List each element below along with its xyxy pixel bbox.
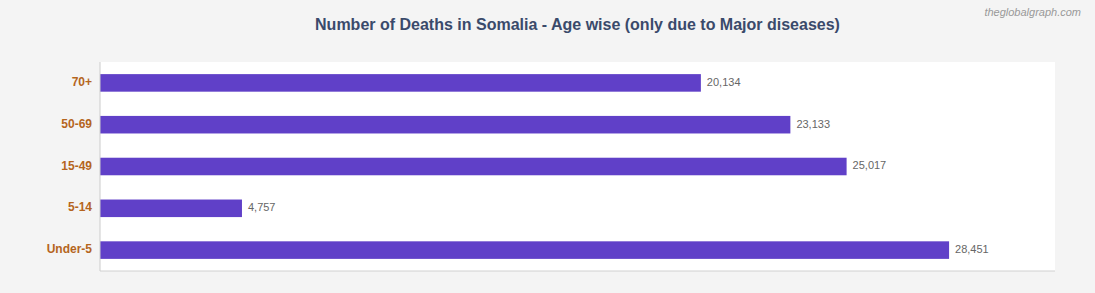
data-label: 25,017 [853, 159, 887, 171]
background [0, 0, 1095, 293]
title: Number of Deaths in Somalia - Age wise (… [315, 16, 840, 33]
bar [100, 116, 790, 134]
y-tick-label: 5-14 [68, 200, 92, 214]
y-tick-label: 50-69 [61, 117, 92, 131]
bars [100, 74, 949, 259]
y-tick-label: Under-5 [47, 242, 93, 256]
data-label: 20,134 [707, 76, 741, 88]
bar [100, 158, 847, 176]
y-axis-line [100, 62, 101, 271]
bar [100, 200, 242, 218]
x-range-line [100, 271, 1055, 272]
chart-container: Number of Deaths in Somalia - Age wise (… [0, 0, 1095, 293]
chart-svg: Number of Deaths in Somalia - Age wise (… [0, 0, 1095, 293]
data-label: 4,757 [248, 201, 276, 213]
y-tick-label: 70+ [72, 75, 92, 89]
bar [100, 74, 701, 92]
bar [100, 241, 949, 259]
data-label: 28,451 [955, 243, 989, 255]
watermark: theglobalgraph.com [984, 6, 1081, 18]
data-label: 23,133 [796, 118, 830, 130]
y-tick-label: 15-49 [61, 159, 92, 173]
plot-area [100, 62, 1055, 271]
